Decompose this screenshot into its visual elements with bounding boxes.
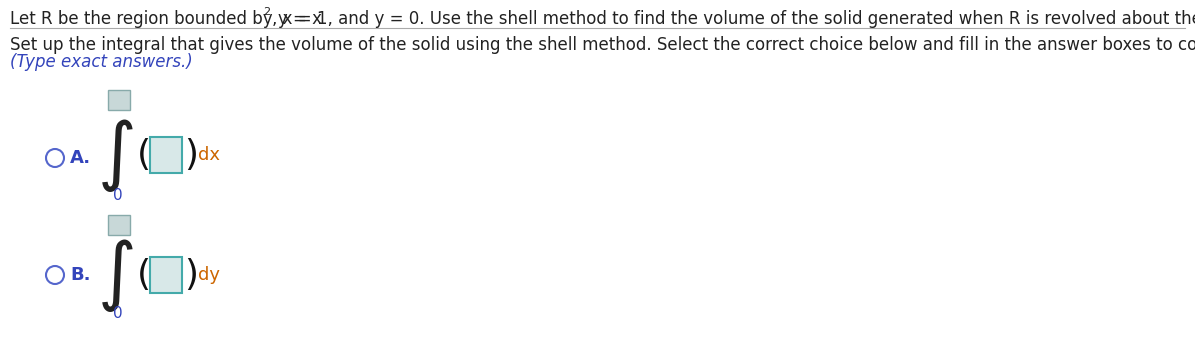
Bar bbox=[108, 215, 130, 235]
Text: $\int$: $\int$ bbox=[97, 237, 134, 314]
Text: Set up the integral that gives the volume of the solid using the shell method. S: Set up the integral that gives the volum… bbox=[10, 36, 1195, 54]
Text: , x = 1, and y = 0. Use the shell method to find the volume of the solid generat: , x = 1, and y = 0. Use the shell method… bbox=[272, 10, 1195, 28]
Text: A.: A. bbox=[71, 149, 91, 167]
Text: 0: 0 bbox=[114, 306, 123, 321]
Text: 0: 0 bbox=[114, 188, 123, 203]
Text: ): ) bbox=[184, 138, 198, 172]
Bar bbox=[151, 137, 182, 173]
Text: $\int$: $\int$ bbox=[97, 117, 134, 194]
Text: (: ( bbox=[137, 138, 151, 172]
Text: ): ) bbox=[184, 258, 198, 292]
Text: (: ( bbox=[137, 258, 151, 292]
Bar bbox=[108, 90, 130, 110]
Text: (Type exact answers.): (Type exact answers.) bbox=[10, 53, 192, 71]
Bar bbox=[151, 257, 182, 293]
Text: dy: dy bbox=[198, 266, 220, 284]
Text: B.: B. bbox=[71, 266, 91, 284]
Text: Let R be the region bounded by y = x: Let R be the region bounded by y = x bbox=[10, 10, 321, 28]
Text: dx: dx bbox=[198, 146, 220, 164]
Text: 2: 2 bbox=[263, 7, 270, 17]
